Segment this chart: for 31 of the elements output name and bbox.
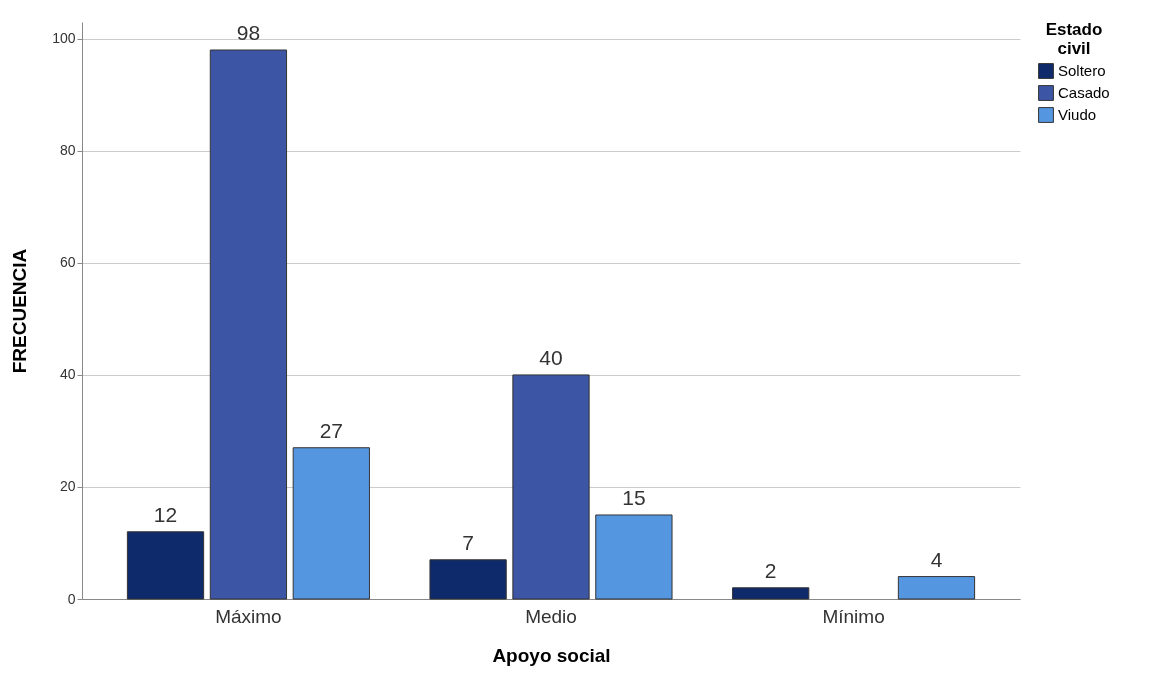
bar: [595, 514, 673, 600]
data-label: 98: [236, 21, 261, 45]
legend-title: Estado civil: [1045, 20, 1103, 58]
bar: [429, 559, 507, 600]
legend-label: Casado: [1058, 84, 1110, 101]
data-label: 15: [622, 485, 646, 509]
y-axis-title: FRECUENCIA: [9, 248, 31, 374]
y-tick-label: 100: [52, 30, 76, 47]
data-label: 7: [462, 530, 474, 554]
bar: [512, 374, 590, 600]
bar: [209, 49, 288, 600]
y-tick-label: 80: [59, 142, 76, 159]
x-tick-label: Mínimo: [822, 605, 885, 627]
y-tick-label: 40: [59, 366, 76, 383]
data-label: 4: [930, 547, 943, 571]
y-tick-label: 20: [59, 478, 76, 495]
bar: [126, 531, 205, 600]
y-tick-label: 60: [59, 254, 76, 271]
bar: [292, 447, 370, 600]
data-label: 2: [764, 558, 777, 582]
y-tick-label: 0: [67, 590, 76, 607]
x-axis-title: Apoyo social: [492, 644, 611, 666]
x-tick-label: Medio: [525, 605, 577, 627]
legend-label: Viudo: [1058, 106, 1097, 123]
bar: [897, 576, 976, 600]
data-label: 12: [153, 502, 178, 526]
legend-label: Soltero: [1058, 62, 1106, 79]
data-label: 40: [539, 345, 563, 369]
x-tick-label: Máximo: [215, 605, 282, 627]
data-label: 27: [319, 418, 343, 442]
bar: [732, 587, 810, 600]
